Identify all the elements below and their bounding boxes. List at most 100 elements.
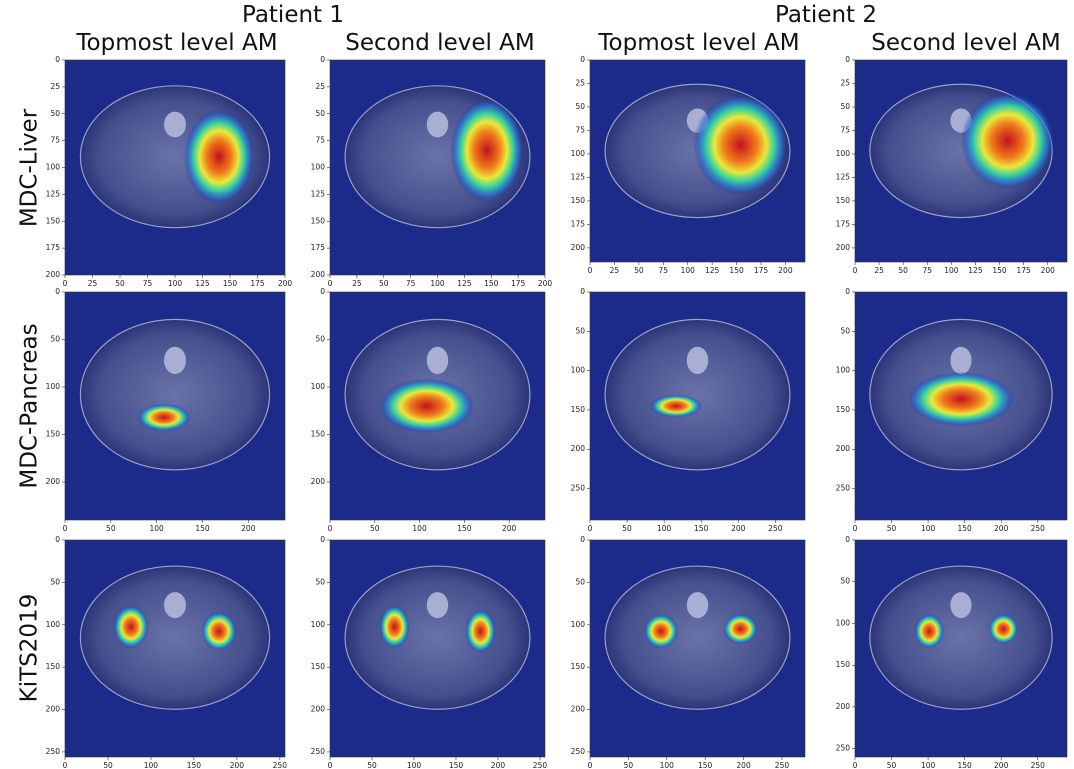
y-tick-label: 0 (845, 535, 850, 544)
x-tick-label: 175 (511, 279, 526, 288)
y-tick-label: 0 (320, 535, 325, 544)
x-tick-label: 100 (681, 266, 696, 275)
body-scan (869, 565, 1053, 710)
x-tick-label: 175 (754, 266, 769, 275)
spine (164, 111, 186, 138)
y-tick-label: 150 (571, 662, 586, 671)
y-tick-label: 25 (315, 82, 325, 91)
spine (164, 592, 186, 619)
panel-frame (329, 539, 546, 758)
x-tick-label: 250 (768, 524, 783, 533)
y-tick-label: 75 (840, 125, 850, 134)
x-tick-label: 125 (705, 266, 720, 275)
y-tick-label: 150 (571, 196, 586, 205)
row-label: KiTS2019 (17, 594, 43, 703)
x-tick-label: 200 (994, 524, 1009, 533)
y-tick-label: 200 (46, 270, 61, 279)
x-tick-label: 50 (624, 761, 634, 769)
x-tick-label: 75 (406, 279, 416, 288)
y-tick-label: 150 (836, 196, 851, 205)
y-tick-label: 100 (46, 620, 61, 629)
panel-frame (64, 539, 286, 758)
x-tick-label: 25 (88, 279, 98, 288)
attention-blob (988, 613, 1019, 645)
y-tick-label: 200 (571, 705, 586, 714)
row-label: MDC-Pancreas (17, 323, 43, 488)
panel: 0 25 50 75 100 125 150 175 200025507510012515017… (836, 55, 1068, 275)
x-tick-label: 250 (1031, 761, 1046, 769)
y-tick-label: 100 (311, 382, 326, 391)
patient-label: Patient 2 (775, 2, 877, 28)
y-tick-label: 150 (311, 430, 326, 439)
panel-frame (589, 59, 806, 263)
x-tick-label: 0 (328, 761, 333, 769)
x-tick-label: 200 (538, 279, 553, 288)
x-tick-label: 150 (195, 524, 210, 533)
x-tick-label: 0 (63, 524, 68, 533)
y-tick-label: 200 (46, 477, 61, 486)
x-tick-label: 200 (278, 279, 293, 288)
y-tick-label: 250 (46, 747, 61, 756)
attention-blob (723, 613, 758, 645)
y-tick-label: 50 (315, 109, 325, 118)
y-tick-label: 75 (50, 136, 60, 145)
spine (950, 346, 972, 375)
x-tick-label: 25 (352, 279, 362, 288)
attention-blob (650, 394, 702, 418)
y-tick-label: 250 (836, 484, 851, 493)
y-tick-label: 150 (311, 216, 326, 225)
body-scan (79, 565, 271, 710)
attention-blob (183, 109, 255, 205)
x-tick-label: 25 (610, 266, 620, 275)
body-scan (604, 565, 791, 710)
y-tick-label: 150 (836, 405, 851, 414)
panel: 0 25 50 75 100 125 150 175 200025507510012515017… (311, 55, 553, 288)
x-tick-label: 125 (968, 266, 983, 275)
x-tick-label: 150 (484, 279, 499, 288)
y-tick-label: 0 (55, 55, 60, 64)
x-tick-label: 0 (588, 524, 593, 533)
panel-frame (329, 291, 546, 521)
x-tick-label: 50 (367, 761, 377, 769)
attention-blob (693, 94, 788, 196)
x-tick-label: 250 (533, 761, 548, 769)
y-tick-label: 100 (571, 620, 586, 629)
y-tick-label: 150 (46, 662, 61, 671)
x-tick-label: 100 (150, 524, 165, 533)
y-tick-label: 100 (836, 149, 851, 158)
attention-blob (450, 98, 524, 202)
y-tick-label: 100 (836, 618, 851, 627)
x-tick-label: 100 (412, 524, 427, 533)
y-tick-label: 125 (46, 189, 61, 198)
x-tick-label: 150 (992, 266, 1007, 275)
attention-blob (465, 609, 496, 653)
x-tick-label: 200 (230, 761, 245, 769)
attention-blob (908, 371, 1014, 427)
y-tick-label: 50 (315, 577, 325, 586)
x-tick-label: 200 (1041, 266, 1056, 275)
x-tick-label: 200 (994, 761, 1009, 769)
x-tick-label: 150 (187, 761, 202, 769)
y-tick-label: 0 (580, 55, 585, 64)
x-tick-label: 0 (63, 761, 68, 769)
x-tick-label: 50 (898, 266, 908, 275)
x-tick-label: 150 (457, 524, 472, 533)
spine (426, 346, 449, 375)
x-tick-label: 50 (115, 279, 125, 288)
panel-frame (589, 539, 806, 758)
x-tick-label: 50 (887, 524, 897, 533)
x-tick-label: 50 (634, 266, 644, 275)
attention-blob (137, 403, 191, 432)
y-tick-label: 0 (320, 55, 325, 64)
x-tick-label: 250 (775, 761, 790, 769)
y-tick-label: 250 (571, 484, 586, 493)
x-tick-label: 100 (660, 761, 675, 769)
spine (686, 346, 709, 375)
patient-label: Patient 1 (242, 2, 344, 28)
y-tick-label: 200 (836, 243, 851, 252)
y-tick-label: 0 (580, 287, 585, 296)
x-tick-label: 150 (698, 761, 713, 769)
y-tick-label: 0 (845, 287, 850, 296)
